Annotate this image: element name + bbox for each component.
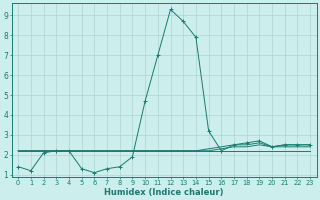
- X-axis label: Humidex (Indice chaleur): Humidex (Indice chaleur): [104, 188, 224, 197]
